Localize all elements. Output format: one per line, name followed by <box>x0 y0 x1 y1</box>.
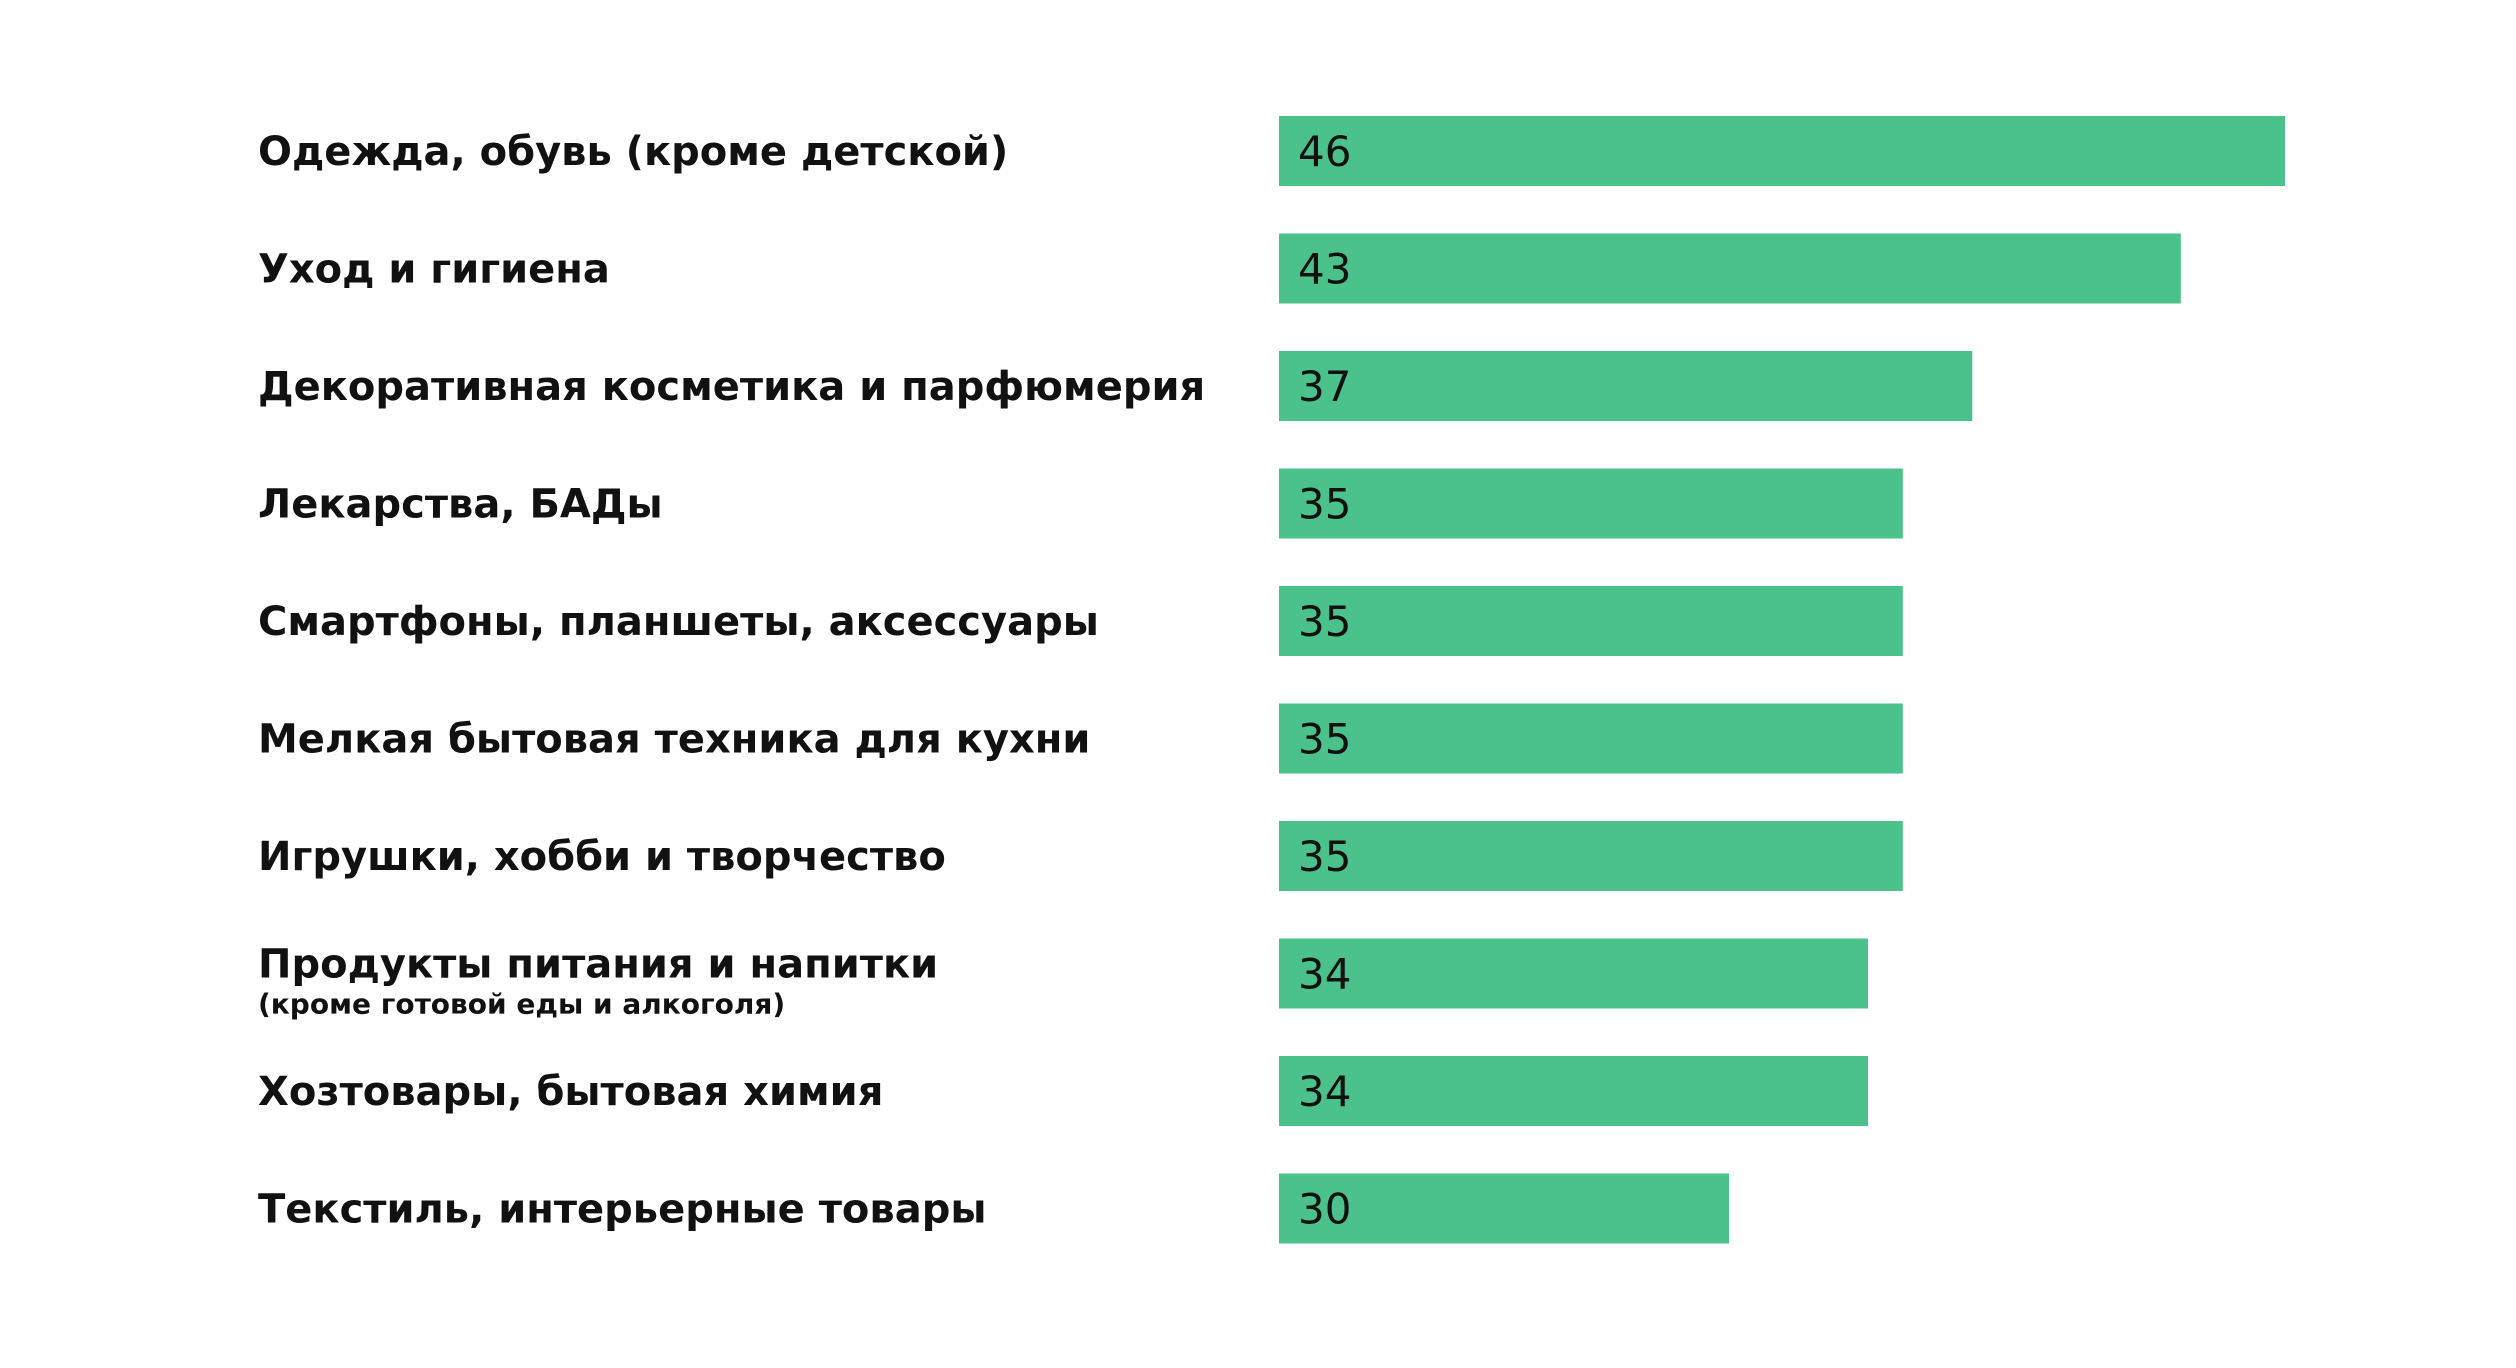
bar <box>1279 1173 1729 1244</box>
category-label: Смартфоны, планшеты, аксессуары <box>258 599 1099 645</box>
bar-value-label: 35 <box>1298 832 1351 881</box>
bar-value-label: 35 <box>1298 480 1351 529</box>
bar <box>1279 938 1868 1009</box>
category-sublabel: (кроме готовой еды и алкоголя) <box>258 988 785 1021</box>
category-label: Текстиль, интерьерные товары <box>258 1187 987 1233</box>
category-label: Мелкая бытовая техника для кухни <box>258 717 1090 763</box>
bar-value-label: 35 <box>1298 715 1351 764</box>
bar <box>1279 821 1903 891</box>
bar <box>1279 116 2285 186</box>
category-label: Уход и гигиена <box>258 247 610 293</box>
bar-value-label: 37 <box>1298 362 1351 411</box>
bar <box>1279 586 1903 656</box>
bar-value-label: 46 <box>1298 127 1351 176</box>
bar <box>1279 233 2181 304</box>
category-label: Продукты питания и напитки <box>258 942 938 988</box>
bar <box>1279 703 1903 774</box>
category-label: Декоративная косметика и парфюмерия <box>258 364 1205 410</box>
category-label: Хозтовары, бытовая химия <box>258 1069 883 1115</box>
bar <box>1279 468 1903 539</box>
category-label: Игрушки, хобби и творчество <box>258 834 946 880</box>
bar <box>1279 351 1973 421</box>
bar-value-label: 35 <box>1298 597 1351 646</box>
bar-value-label: 43 <box>1298 245 1351 294</box>
bar-value-label: 34 <box>1298 950 1351 999</box>
bar-value-label: 30 <box>1298 1185 1351 1234</box>
category-label: Одежда, обувь (кроме детской) <box>258 129 1008 175</box>
bar-value-label: 34 <box>1298 1067 1351 1116</box>
category-label: Лекарства, БАДы <box>258 482 663 528</box>
bar <box>1279 1056 1868 1126</box>
